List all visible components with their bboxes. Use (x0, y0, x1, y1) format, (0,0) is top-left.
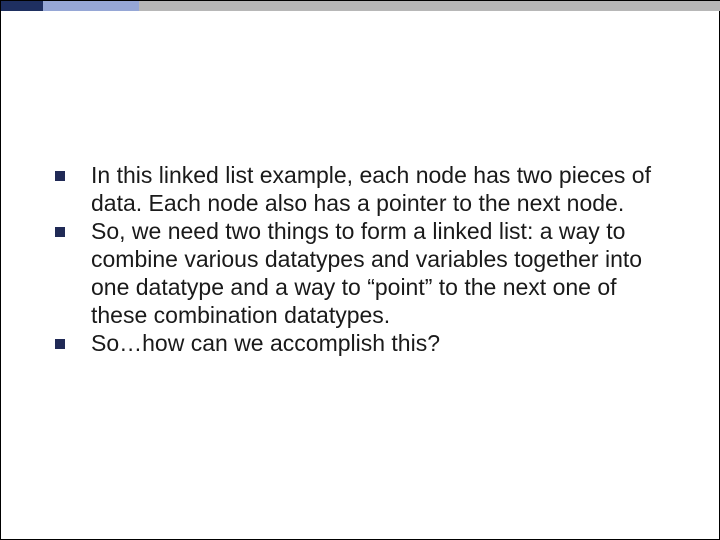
square-bullet-icon (55, 171, 65, 181)
square-bullet-icon (55, 227, 65, 237)
bullet-text: So, we need two things to form a linked … (91, 217, 653, 329)
body-content: In this linked list example, each node h… (53, 161, 653, 357)
slide: In this linked list example, each node h… (0, 0, 720, 540)
bullet-text: In this linked list example, each node h… (91, 161, 653, 217)
list-item: So…how can we accomplish this? (53, 329, 653, 357)
top-accent-dark (1, 1, 43, 11)
list-item: In this linked list example, each node h… (53, 161, 653, 217)
top-accent-light (43, 1, 139, 11)
list-item: So, we need two things to form a linked … (53, 217, 653, 329)
bullet-marker-cell (53, 161, 91, 181)
bullet-text: So…how can we accomplish this? (91, 329, 653, 357)
top-accent-grey (139, 1, 720, 11)
bullet-marker-cell (53, 329, 91, 349)
top-accent-bar (1, 1, 720, 11)
bullet-marker-cell (53, 217, 91, 237)
square-bullet-icon (55, 339, 65, 349)
